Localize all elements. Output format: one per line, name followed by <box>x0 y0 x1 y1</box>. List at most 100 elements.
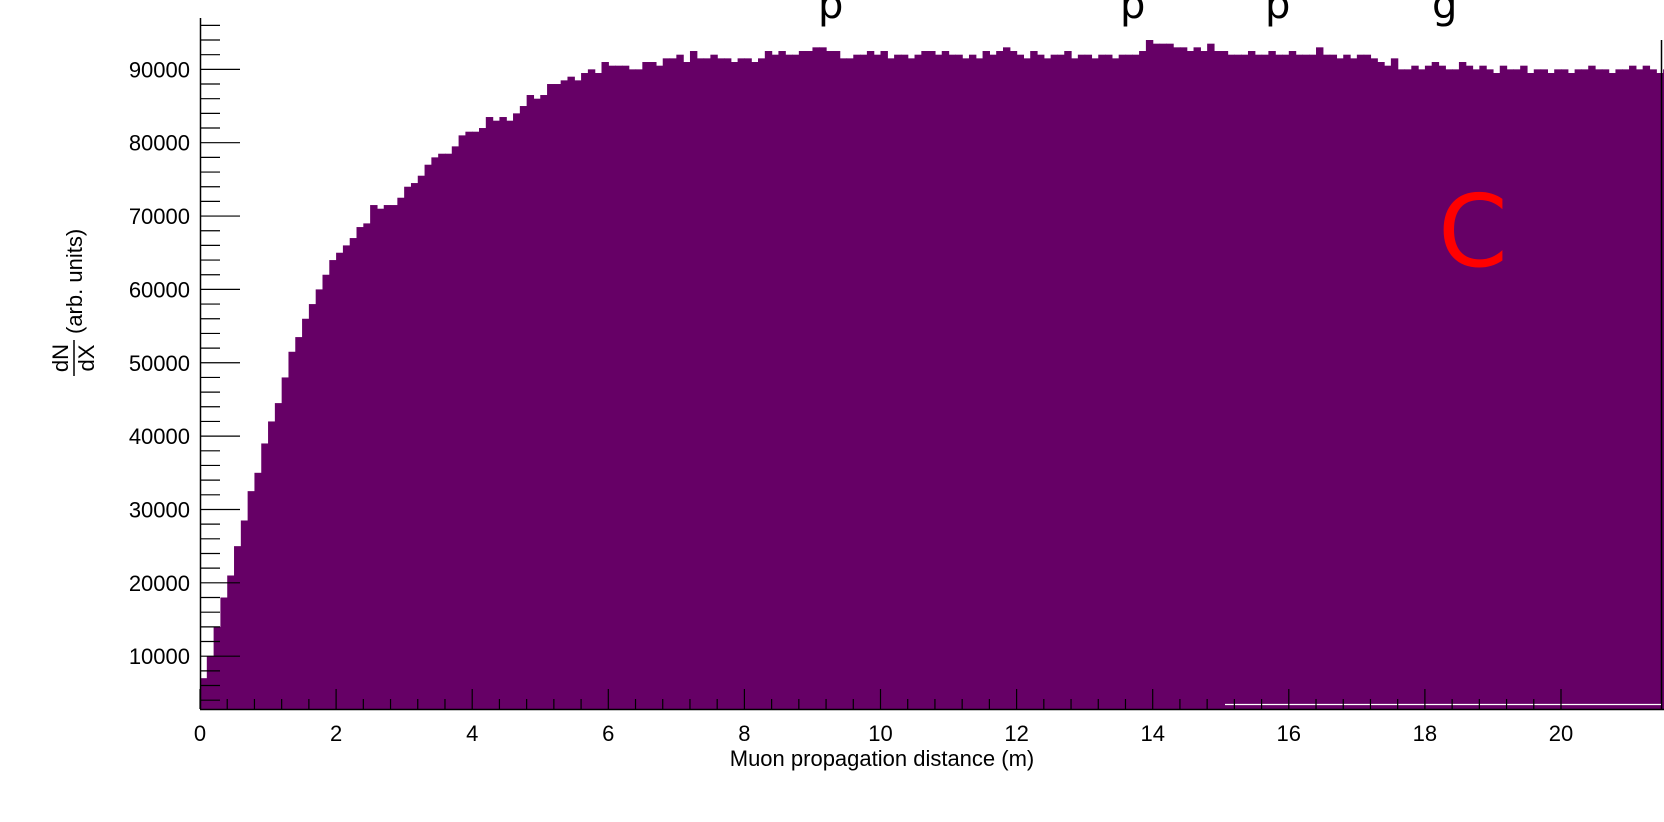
y-tick-label: 40000 <box>129 424 190 449</box>
histogram-bar <box>1316 47 1324 709</box>
histogram-bar <box>1030 51 1038 709</box>
svg-text:p: p <box>1120 0 1145 28</box>
histogram-bar <box>281 377 290 709</box>
histogram-bar <box>866 51 875 709</box>
histogram-bar <box>1071 58 1079 710</box>
histogram-bar <box>274 403 283 709</box>
histogram-bar <box>1411 65 1419 710</box>
histogram-bar <box>948 54 956 710</box>
histogram-bar <box>1499 65 1508 710</box>
histogram-bar <box>376 208 385 709</box>
histogram-bar <box>1458 62 1467 709</box>
histogram-bar <box>1159 43 1167 710</box>
histogram-bar <box>1200 51 1208 709</box>
histogram-bar <box>1050 54 1059 710</box>
x-tick-label: 14 <box>1140 721 1164 746</box>
histogram-bar <box>247 491 256 709</box>
histogram-bar <box>696 58 705 710</box>
histogram-bar <box>1656 73 1664 709</box>
histogram-bar <box>1247 51 1256 709</box>
histogram-bar <box>1309 54 1317 710</box>
histogram-bar <box>1595 69 1603 710</box>
x-tick-label: 12 <box>1004 721 1028 746</box>
histogram-bar <box>254 472 262 709</box>
histogram-bar <box>1649 69 1657 710</box>
histogram-bar <box>1220 51 1229 709</box>
histogram-bar <box>234 546 242 709</box>
histogram-bar <box>662 58 671 710</box>
histogram-bar <box>1601 69 1610 710</box>
histogram-bar <box>996 51 1004 709</box>
histogram-bar <box>785 54 793 710</box>
histogram-bar <box>737 58 745 710</box>
histogram-bar <box>261 443 269 709</box>
histogram-bars <box>200 40 1664 710</box>
histogram-bar <box>485 117 494 709</box>
histogram-bar <box>1622 69 1630 710</box>
histogram-bar <box>628 69 637 710</box>
histogram-bar <box>1213 51 1222 709</box>
x-axis-title: Muon propagation distance (m) <box>730 746 1035 771</box>
histogram-bar <box>900 54 909 710</box>
histogram-bar <box>839 58 848 710</box>
histogram-bar <box>1132 54 1140 710</box>
histogram-bar <box>1275 54 1283 710</box>
histogram-bar <box>492 120 501 709</box>
histogram-bar <box>458 135 466 709</box>
x-tick-label: 0 <box>194 721 206 746</box>
histogram-bar <box>465 131 473 709</box>
y-tick-label: 50000 <box>129 351 190 376</box>
histogram-bar <box>1057 54 1065 710</box>
histogram-bar <box>1173 47 1181 709</box>
histogram-bar <box>200 678 208 709</box>
y-axis-ticks <box>200 24 240 701</box>
histogram-bar <box>1166 43 1174 710</box>
histogram-bar <box>676 54 684 710</box>
histogram-bar <box>1629 65 1637 710</box>
histogram-bar <box>798 51 807 709</box>
histogram-bar <box>1152 43 1161 710</box>
histogram-bar <box>356 227 364 709</box>
histogram-bar <box>608 65 616 710</box>
histogram-bar <box>268 421 276 709</box>
panel-label: C <box>1438 173 1508 290</box>
histogram-bar <box>1084 54 1093 710</box>
histogram-bar <box>513 113 521 710</box>
histogram-bar <box>1377 62 1385 709</box>
histogram-bar <box>812 47 820 709</box>
histogram-bar <box>649 62 657 709</box>
histogram-bar <box>894 54 902 710</box>
histogram-bar <box>683 62 691 709</box>
x-tick-label: 2 <box>330 721 342 746</box>
histogram-bar <box>1363 54 1372 710</box>
histogram-bar <box>410 183 419 710</box>
histogram-bar <box>1479 65 1487 710</box>
histogram-bar <box>1533 69 1542 710</box>
histogram-bar <box>1288 51 1297 709</box>
histogram-bar <box>349 238 358 709</box>
histogram-bar <box>1540 69 1548 710</box>
histogram-bar <box>322 274 330 709</box>
histogram-bar <box>444 153 453 709</box>
histogram-bar <box>1581 69 1589 710</box>
histogram-bar <box>533 98 541 709</box>
histogram-bar <box>553 84 562 709</box>
histogram-bar <box>1567 73 1576 709</box>
y-axis-title: dN dX (arb. units) <box>48 229 99 376</box>
histogram-bar <box>1091 58 1099 710</box>
histogram-bar <box>342 245 351 709</box>
histogram-bar <box>220 597 228 709</box>
histogram-bar <box>1397 69 1406 710</box>
histogram-bar <box>669 58 677 710</box>
histogram-bar <box>1295 54 1304 710</box>
histogram-bar <box>1118 54 1127 710</box>
histogram-bar <box>472 131 480 709</box>
histogram-bar <box>1125 54 1133 710</box>
histogram-bar <box>615 65 623 710</box>
histogram-bar <box>1145 40 1154 709</box>
histogram-bar <box>730 62 739 709</box>
x-tick-label: 20 <box>1549 721 1573 746</box>
svg-text:g: g <box>1432 0 1457 28</box>
histogram-bar <box>1077 54 1086 710</box>
histogram-bar <box>635 69 643 710</box>
